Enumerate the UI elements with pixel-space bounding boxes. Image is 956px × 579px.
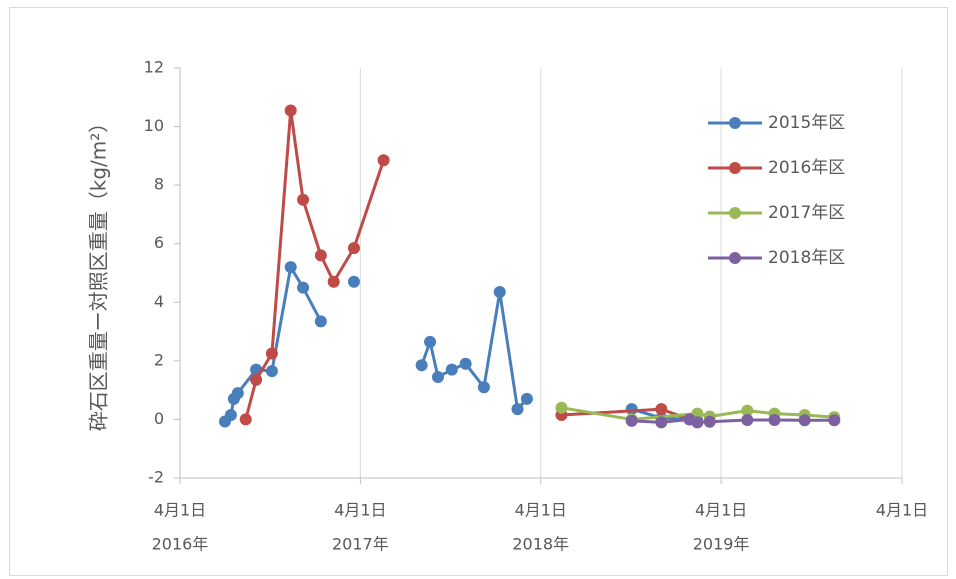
data-point — [691, 416, 704, 429]
data-point — [239, 413, 252, 426]
data-point — [431, 370, 444, 383]
legend-marker — [729, 162, 741, 174]
data-point — [741, 404, 754, 417]
chart-frame — [9, 7, 948, 576]
data-point — [555, 401, 568, 414]
data-point — [424, 335, 437, 348]
data-point — [445, 363, 458, 376]
data-point — [377, 154, 390, 167]
y-tick-label: 10 — [144, 116, 164, 135]
data-point — [511, 403, 524, 416]
data-point — [314, 315, 327, 328]
data-point — [327, 275, 340, 288]
y-tick-label: 4 — [154, 292, 164, 311]
data-point — [314, 249, 327, 262]
data-point — [798, 414, 811, 427]
data-point — [625, 414, 638, 427]
x-tick-label: 4月1日 — [695, 501, 747, 520]
x-tick-label: 4月1日 — [876, 501, 928, 520]
data-point — [741, 414, 754, 427]
y-tick-label: 6 — [154, 233, 164, 252]
y-tick-label: 8 — [154, 175, 164, 194]
x-tick-label: 2018年 — [512, 535, 569, 554]
y-tick-label: 0 — [154, 409, 164, 428]
x-tick-label: 2019年 — [693, 535, 750, 554]
legend-label: 2018年区 — [768, 248, 845, 268]
data-point — [493, 286, 506, 299]
data-point — [477, 381, 490, 394]
x-tick-label: 4月1日 — [515, 501, 567, 520]
legend-label: 2017年区 — [768, 203, 845, 223]
data-point — [297, 281, 310, 294]
legend-marker — [729, 207, 741, 219]
data-point — [655, 403, 668, 416]
legend-marker — [729, 117, 741, 129]
y-tick-label: -2 — [148, 468, 164, 487]
legend-marker — [729, 252, 741, 264]
data-point — [347, 242, 360, 255]
legend-label: 2016年区 — [768, 158, 845, 178]
x-tick-label: 2017年 — [332, 535, 389, 554]
data-point — [520, 392, 533, 405]
legend-label: 2015年区 — [768, 113, 845, 133]
data-point — [828, 414, 841, 427]
y-tick-label: 12 — [144, 58, 164, 77]
data-point — [297, 193, 310, 206]
data-point — [655, 416, 668, 429]
data-point — [347, 275, 360, 288]
y-tick-label: 2 — [154, 350, 164, 369]
data-point — [703, 415, 716, 428]
data-point — [231, 387, 244, 400]
data-point — [768, 414, 781, 427]
data-point — [265, 365, 278, 378]
x-tick-label: 4月1日 — [334, 501, 386, 520]
data-point — [284, 261, 297, 274]
data-point — [265, 347, 278, 360]
data-point — [224, 409, 237, 422]
y-axis-label: 砕石区重量ー対照区重量（kg/m²） — [87, 113, 111, 432]
x-tick-label: 4月1日 — [154, 501, 206, 520]
data-point — [415, 359, 428, 372]
x-tick-label: 2016年 — [152, 535, 209, 554]
data-point — [284, 104, 297, 117]
data-point — [250, 373, 263, 386]
data-point — [459, 357, 472, 370]
